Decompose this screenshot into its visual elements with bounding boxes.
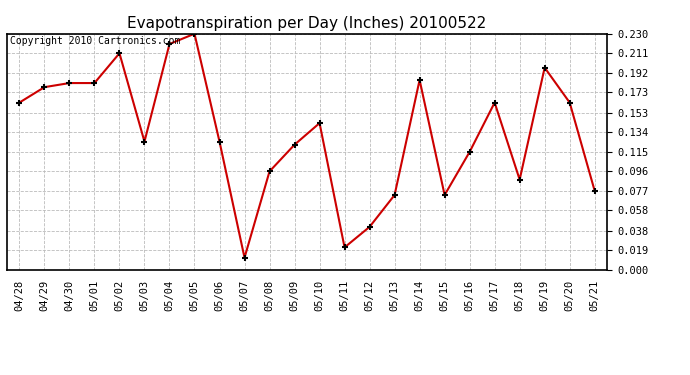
Title: Evapotranspiration per Day (Inches) 20100522: Evapotranspiration per Day (Inches) 2010… — [128, 16, 486, 31]
Text: Copyright 2010 Cartronics.com: Copyright 2010 Cartronics.com — [10, 36, 180, 46]
